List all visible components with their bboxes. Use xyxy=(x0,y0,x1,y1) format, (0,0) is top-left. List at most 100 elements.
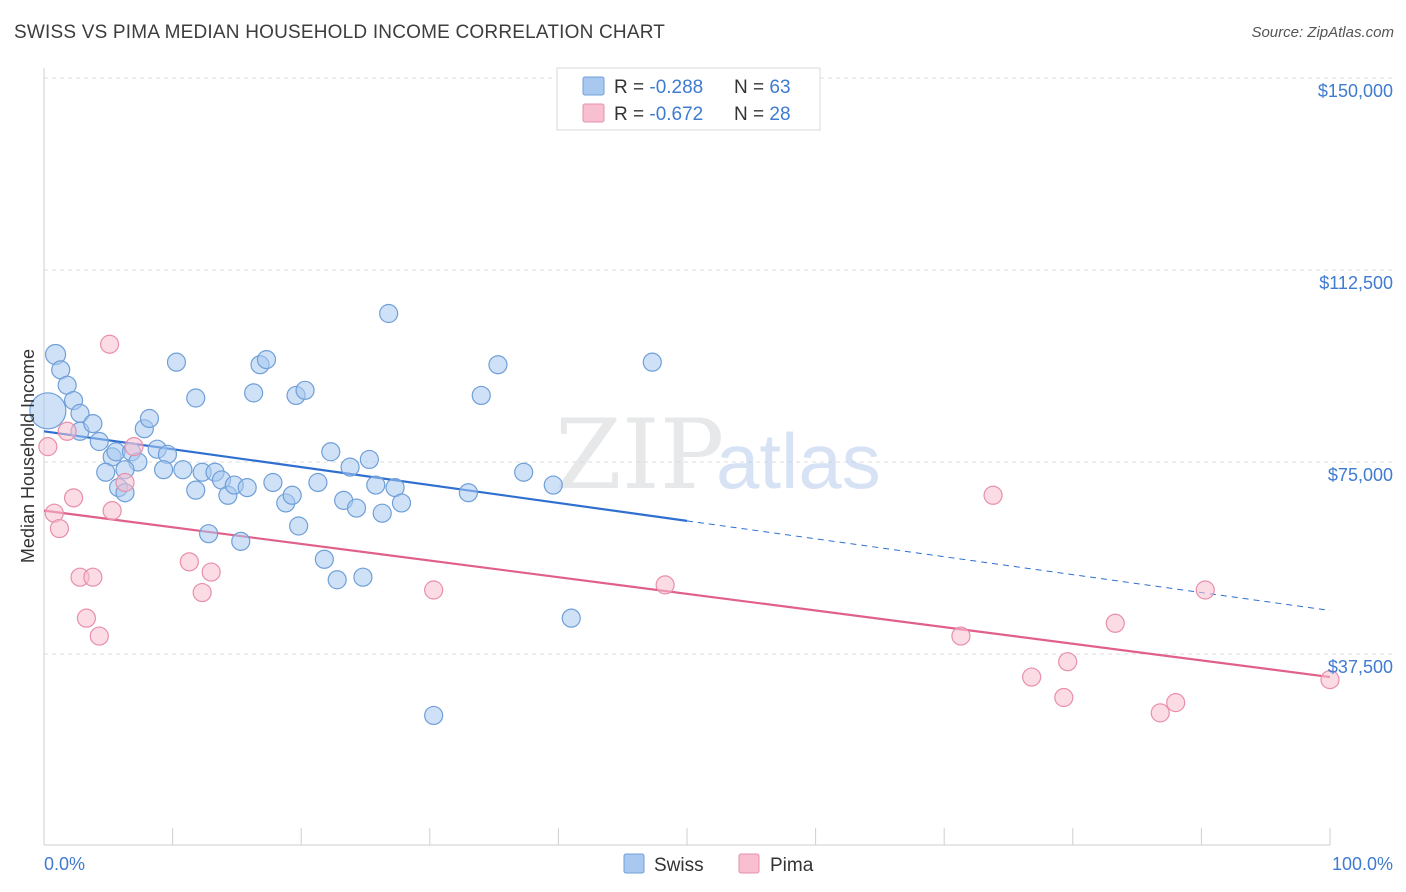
legend-r-label: R = xyxy=(614,77,649,98)
pima-point xyxy=(1150,703,1170,723)
legend-swatch-pima xyxy=(582,103,605,123)
pima-point xyxy=(424,580,444,600)
swiss-point xyxy=(561,608,581,628)
x-tick-label: 100.0% xyxy=(1332,854,1393,874)
swiss-point xyxy=(543,475,563,495)
series-label-swiss: Swiss xyxy=(654,855,704,876)
pima-point xyxy=(1054,687,1074,708)
watermark-zip: ZIP xyxy=(555,399,724,511)
pima-point xyxy=(38,437,58,457)
pima-point xyxy=(49,518,70,539)
swiss-point xyxy=(89,431,109,452)
legend-n-value: 28 xyxy=(769,104,790,125)
swiss-point xyxy=(488,355,508,375)
legend-swatch-swiss xyxy=(582,76,605,96)
swiss-point xyxy=(359,449,379,470)
pima-point xyxy=(63,488,84,508)
pima-point xyxy=(115,472,135,493)
swiss-point xyxy=(391,493,412,513)
tick-labels: $37,500 $75,000 $112,500 $150,000 0.0% 100.0% xyxy=(44,81,1393,874)
pima-point xyxy=(983,485,1003,505)
y-tick-label: $150,000 xyxy=(1318,81,1393,101)
pima-point xyxy=(1195,580,1215,600)
swiss-point xyxy=(321,442,341,462)
swiss-point xyxy=(173,460,193,480)
swiss-point xyxy=(256,350,277,370)
pima-point xyxy=(102,501,122,521)
swiss-point xyxy=(199,524,219,544)
pima-point xyxy=(179,552,199,572)
swiss-point xyxy=(353,567,373,587)
swiss-point xyxy=(186,480,206,500)
watermark: ZIP atlas xyxy=(555,399,881,511)
pima-point xyxy=(89,626,109,646)
series-legend: Swiss Pima xyxy=(623,853,814,876)
swiss-point xyxy=(153,460,174,480)
pima-trend-line xyxy=(43,509,1331,679)
swiss-trend-line-dashed xyxy=(686,520,1331,611)
swiss-point xyxy=(139,408,160,429)
pima-point xyxy=(99,334,120,354)
swiss-point xyxy=(263,472,283,493)
series-swatch-pima xyxy=(738,853,760,874)
legend-row-swiss: R = -0.288 xyxy=(614,77,703,98)
legend-r-label: R = xyxy=(614,104,649,125)
pima-point xyxy=(201,562,221,582)
pima-point xyxy=(57,421,77,441)
swiss-point xyxy=(186,388,206,408)
pima-point xyxy=(1105,613,1125,633)
swiss-point xyxy=(231,531,251,551)
x-tick-label: 0.0% xyxy=(44,854,85,874)
swiss-point xyxy=(314,549,334,569)
swiss-point xyxy=(289,516,309,536)
swiss-point xyxy=(471,385,491,406)
pima-point xyxy=(76,608,97,628)
swiss-point xyxy=(642,352,662,372)
legend-n-label: N = xyxy=(734,104,769,125)
y-tick-label: $37,500 xyxy=(1328,657,1393,677)
y-tick-label: $75,000 xyxy=(1328,465,1393,485)
pima-point xyxy=(1058,652,1078,672)
swiss-point xyxy=(424,705,444,726)
pima-point xyxy=(83,567,103,587)
legend-r-value: -0.288 xyxy=(649,77,703,98)
swiss-point xyxy=(327,570,347,590)
correlation-legend: R = -0.288 N = 63 R = -0.672 N = 28 xyxy=(556,67,821,131)
swiss-point xyxy=(282,485,302,505)
legend-r-value: -0.672 xyxy=(649,104,703,125)
swiss-point xyxy=(166,352,187,372)
y-tick-label: $112,500 xyxy=(1319,273,1393,293)
swiss-point xyxy=(244,383,264,403)
swiss-point xyxy=(83,414,103,434)
swiss-point xyxy=(379,303,399,324)
grid xyxy=(44,77,1392,655)
source-credit: Source: ZipAtlas.com xyxy=(1251,24,1394,41)
legend-n-value: 63 xyxy=(769,77,790,98)
data-points xyxy=(29,303,1340,726)
swiss-point xyxy=(340,457,360,477)
swiss-point xyxy=(96,462,116,482)
pima-point xyxy=(1320,669,1340,690)
watermark-atlas: atlas xyxy=(716,417,881,505)
series-swatch-swiss xyxy=(623,853,645,874)
swiss-point xyxy=(346,498,367,518)
swiss-point xyxy=(29,392,67,430)
swiss-point xyxy=(458,483,478,503)
chart-title: SWISS VS PIMA MEDIAN HOUSEHOLD INCOME CO… xyxy=(14,22,666,43)
y-axis-label: Median Household Income xyxy=(18,349,38,563)
swiss-point xyxy=(308,472,328,493)
swiss-point xyxy=(366,475,386,495)
pima-point xyxy=(1022,667,1042,687)
swiss-point xyxy=(514,462,534,482)
pima-point xyxy=(1166,693,1186,713)
series-label-pima: Pima xyxy=(770,855,814,876)
legend-n-label: N = xyxy=(734,77,769,98)
pima-point xyxy=(192,582,212,603)
pima-point xyxy=(655,575,675,595)
swiss-point xyxy=(237,478,257,498)
legend-row-pima-n: N = 28 xyxy=(734,104,791,125)
legend-row-swiss-n: N = 63 xyxy=(734,77,791,98)
pima-point xyxy=(124,437,144,457)
axes xyxy=(43,68,1331,846)
